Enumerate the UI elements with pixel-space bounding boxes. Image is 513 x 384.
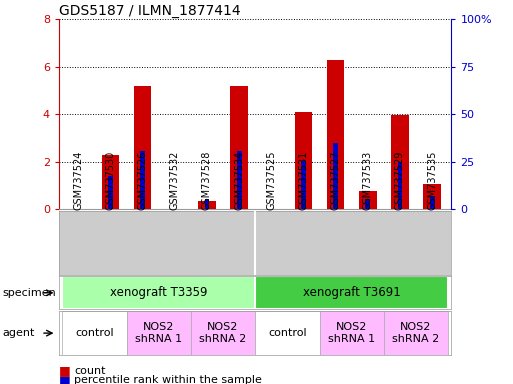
Text: GDS5187 / ILMN_1877414: GDS5187 / ILMN_1877414 <box>59 4 241 18</box>
Bar <box>230 86 248 209</box>
Bar <box>127 311 191 355</box>
Text: xenograft T3359: xenograft T3359 <box>110 286 207 299</box>
Bar <box>359 192 377 209</box>
Bar <box>62 311 127 355</box>
Text: ■: ■ <box>59 364 71 377</box>
Bar <box>140 151 145 209</box>
Text: agent: agent <box>3 328 35 338</box>
Text: control: control <box>268 328 307 338</box>
Bar <box>320 311 384 355</box>
Bar <box>62 276 255 309</box>
Bar <box>191 311 255 355</box>
Text: percentile rank within the sample: percentile rank within the sample <box>74 375 262 384</box>
Bar <box>365 199 370 209</box>
Bar <box>236 151 242 209</box>
Bar <box>333 143 338 209</box>
Bar <box>255 276 448 309</box>
Bar <box>205 199 209 209</box>
Text: control: control <box>75 328 114 338</box>
Bar <box>134 86 151 209</box>
Bar <box>398 162 402 209</box>
Text: xenograft T3691: xenograft T3691 <box>303 286 401 299</box>
Text: specimen: specimen <box>3 288 56 298</box>
Text: NOS2
shRNA 2: NOS2 shRNA 2 <box>392 322 440 344</box>
Bar <box>198 201 216 209</box>
Bar <box>294 112 312 209</box>
Bar <box>108 176 113 209</box>
Bar <box>102 155 120 209</box>
Bar <box>301 161 306 209</box>
Text: NOS2
shRNA 2: NOS2 shRNA 2 <box>200 322 247 344</box>
Bar <box>430 196 435 209</box>
Bar <box>327 60 345 209</box>
Text: NOS2
shRNA 1: NOS2 shRNA 1 <box>135 322 182 344</box>
Text: count: count <box>74 366 106 376</box>
Bar <box>391 116 409 209</box>
Bar <box>384 311 448 355</box>
Bar <box>255 311 320 355</box>
Bar <box>423 184 441 209</box>
Text: NOS2
shRNA 1: NOS2 shRNA 1 <box>328 322 376 344</box>
Text: ■: ■ <box>59 374 71 384</box>
